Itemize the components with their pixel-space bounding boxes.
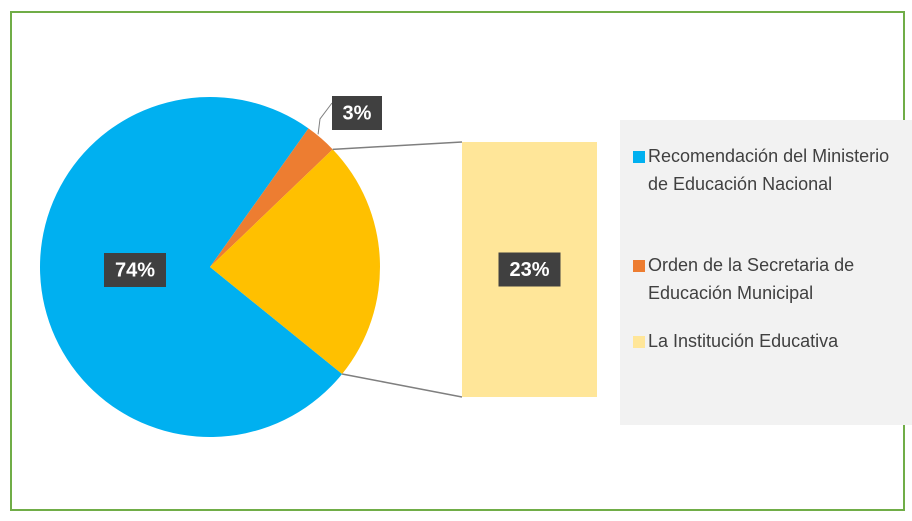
legend-label: Recomendación del Ministerio de Educació… [648,146,890,194]
data-label: 74% [115,259,155,281]
label-box [104,253,166,287]
connector [332,141,463,151]
data-label: 3% [343,102,372,124]
leader-line [317,102,333,135]
label-box [332,96,382,130]
legend: Recomendación del Ministerio de Educació… [620,120,912,425]
legend-item: La Institución Educativa [633,327,898,355]
data-label: 23% [509,259,549,281]
legend-label: Orden de la Secretaria de Educación Muni… [648,255,855,303]
legend-label: La Institución Educativa [648,331,839,351]
legend-swatch [633,260,645,272]
legend-item: Recomendación del Ministerio de Educació… [633,142,898,198]
pie-slice [39,96,343,438]
legend-swatch [633,151,645,163]
label-box [498,252,561,287]
legend-item: Orden de la Secretaria de Educación Muni… [633,251,898,307]
legend-swatch [633,336,645,348]
pie-slice [210,149,380,374]
pie-slice [210,128,333,267]
connector [341,373,463,398]
